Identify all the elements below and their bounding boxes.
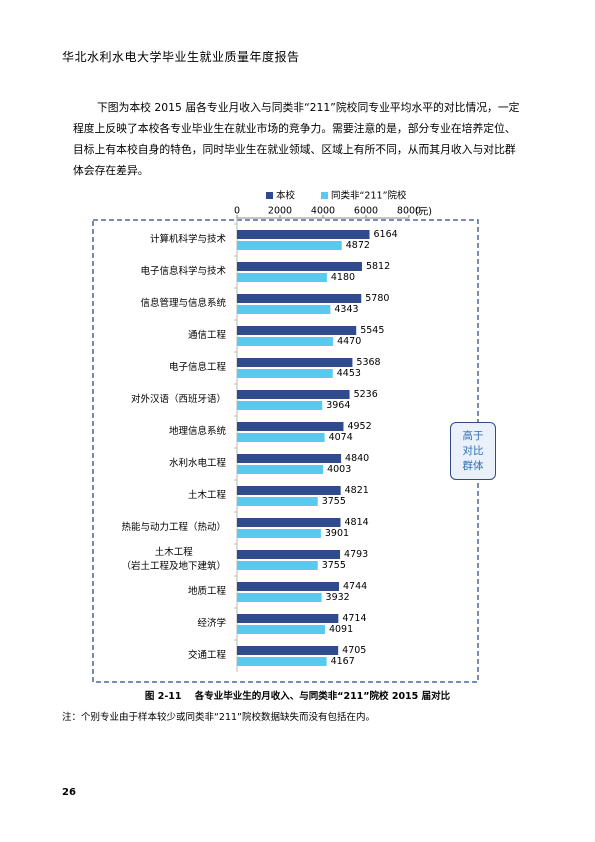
header-title: 华北水利水电大学毕业生就业质量年度报告	[62, 50, 300, 64]
bar	[237, 369, 333, 378]
value-label: 4167	[331, 656, 355, 667]
value-label: 4003	[327, 464, 351, 475]
bar	[237, 593, 322, 602]
bar	[237, 486, 341, 495]
paragraph-line: 目标上有本校自身的特色，同时毕业生在就业领域、区域上有所不同，从而其月收入与对比…	[73, 143, 516, 156]
bar	[237, 241, 342, 250]
annotation-text: 高于对比群体	[462, 430, 484, 472]
value-label: 4343	[334, 304, 358, 315]
value-label: 3932	[326, 592, 350, 603]
value-label: 4180	[331, 272, 355, 283]
value-label: 3901	[325, 528, 349, 539]
category-label: 经济学	[197, 618, 226, 629]
bar	[237, 518, 341, 527]
bar	[237, 550, 341, 559]
legend-swatch	[266, 192, 273, 199]
bar	[237, 529, 321, 538]
category-label: 热能与动力工程（热动）	[121, 522, 226, 533]
value-label: 4744	[343, 581, 367, 592]
dashed-frame	[92, 219, 479, 683]
value-label: 3755	[322, 496, 346, 507]
value-label: 4705	[342, 645, 366, 656]
bar	[237, 454, 342, 463]
category-label: 土木工程	[187, 490, 226, 501]
value-label: 4074	[329, 432, 353, 443]
value-label: 4814	[345, 517, 369, 528]
value-label: 4453	[337, 368, 361, 379]
category-label: 交通工程	[187, 650, 226, 661]
bar	[237, 273, 327, 282]
paragraph-line: 下图为本校 2015 届各专业月收入与同类非“211”院校同专业平均水平的对比情…	[97, 101, 520, 114]
value-label: 5545	[360, 325, 384, 336]
annotation-box: 高于对比群体	[450, 422, 496, 480]
x-tick-label: 6000	[354, 206, 378, 217]
x-tick-label: 8000	[397, 206, 421, 217]
legend-label: 本校	[276, 190, 296, 202]
value-label: 4714	[342, 613, 366, 624]
bar	[237, 390, 350, 399]
bar	[237, 433, 325, 442]
bar	[237, 614, 339, 623]
category-label: 地质工程	[187, 586, 226, 597]
bar	[237, 657, 327, 666]
bar	[237, 262, 362, 271]
value-label: 4793	[344, 549, 368, 560]
bar	[237, 582, 339, 591]
bar	[237, 561, 318, 570]
value-label: 4872	[346, 240, 370, 251]
x-axis-label: (元)	[415, 207, 432, 218]
bar	[237, 465, 324, 474]
category-label: 对外汉语（西班牙语）	[130, 394, 226, 405]
x-tick-label: 2000	[268, 206, 292, 217]
value-label: 4091	[329, 624, 353, 635]
paragraph-line: 体会存在差异。	[73, 164, 149, 177]
category-label: 水利水电工程	[168, 458, 226, 469]
category-label: 电子信息工程	[168, 362, 226, 373]
legend-label: 同类非“211”院校	[331, 190, 407, 202]
value-label: 5780	[365, 293, 389, 304]
bar	[237, 646, 339, 655]
page-number: 26	[62, 787, 76, 798]
bar	[237, 326, 357, 335]
paragraph-line: 程度上反映了本校各专业毕业生在就业市场的竞争力。需要注意的是，部分专业在培养定位…	[73, 122, 516, 135]
value-label: 4821	[345, 485, 369, 496]
note: 注：个别专业由于样本较少或同类非“211”院校数据缺失而没有包括在内。	[62, 712, 375, 723]
bar	[237, 401, 323, 410]
value-label: 5236	[354, 389, 378, 400]
bar	[237, 625, 325, 634]
value-label: 6164	[374, 229, 398, 240]
value-label: 4470	[337, 336, 361, 347]
bar	[237, 358, 353, 367]
category-label: 计算机科学与技术	[149, 234, 226, 245]
bar	[237, 230, 370, 239]
category-label: 土木工程 （岩土工程及地下建筑）	[121, 547, 226, 572]
figure-caption: 图 2-11 各专业毕业生的月收入、与同类非“211”院校 2015 届对比	[144, 691, 451, 702]
category-label: 信息管理与信息系统	[140, 298, 226, 309]
value-label: 3964	[326, 400, 350, 411]
value-label: 5812	[366, 261, 390, 272]
value-label: 4952	[347, 421, 371, 432]
category-label: 地理信息系统	[168, 426, 226, 437]
bar	[237, 305, 331, 314]
bar	[237, 422, 344, 431]
x-tick-label: 4000	[311, 206, 335, 217]
x-tick-label: 0	[234, 206, 240, 217]
category-label: 通信工程	[187, 330, 226, 341]
value-label: 3755	[322, 560, 346, 571]
legend-swatch	[321, 192, 329, 199]
value-label: 4840	[345, 453, 369, 464]
bar	[237, 497, 318, 506]
bar	[237, 337, 334, 346]
bar	[237, 294, 362, 303]
category-label: 电子信息科学与技术	[140, 266, 226, 277]
value-label: 5368	[356, 357, 380, 368]
